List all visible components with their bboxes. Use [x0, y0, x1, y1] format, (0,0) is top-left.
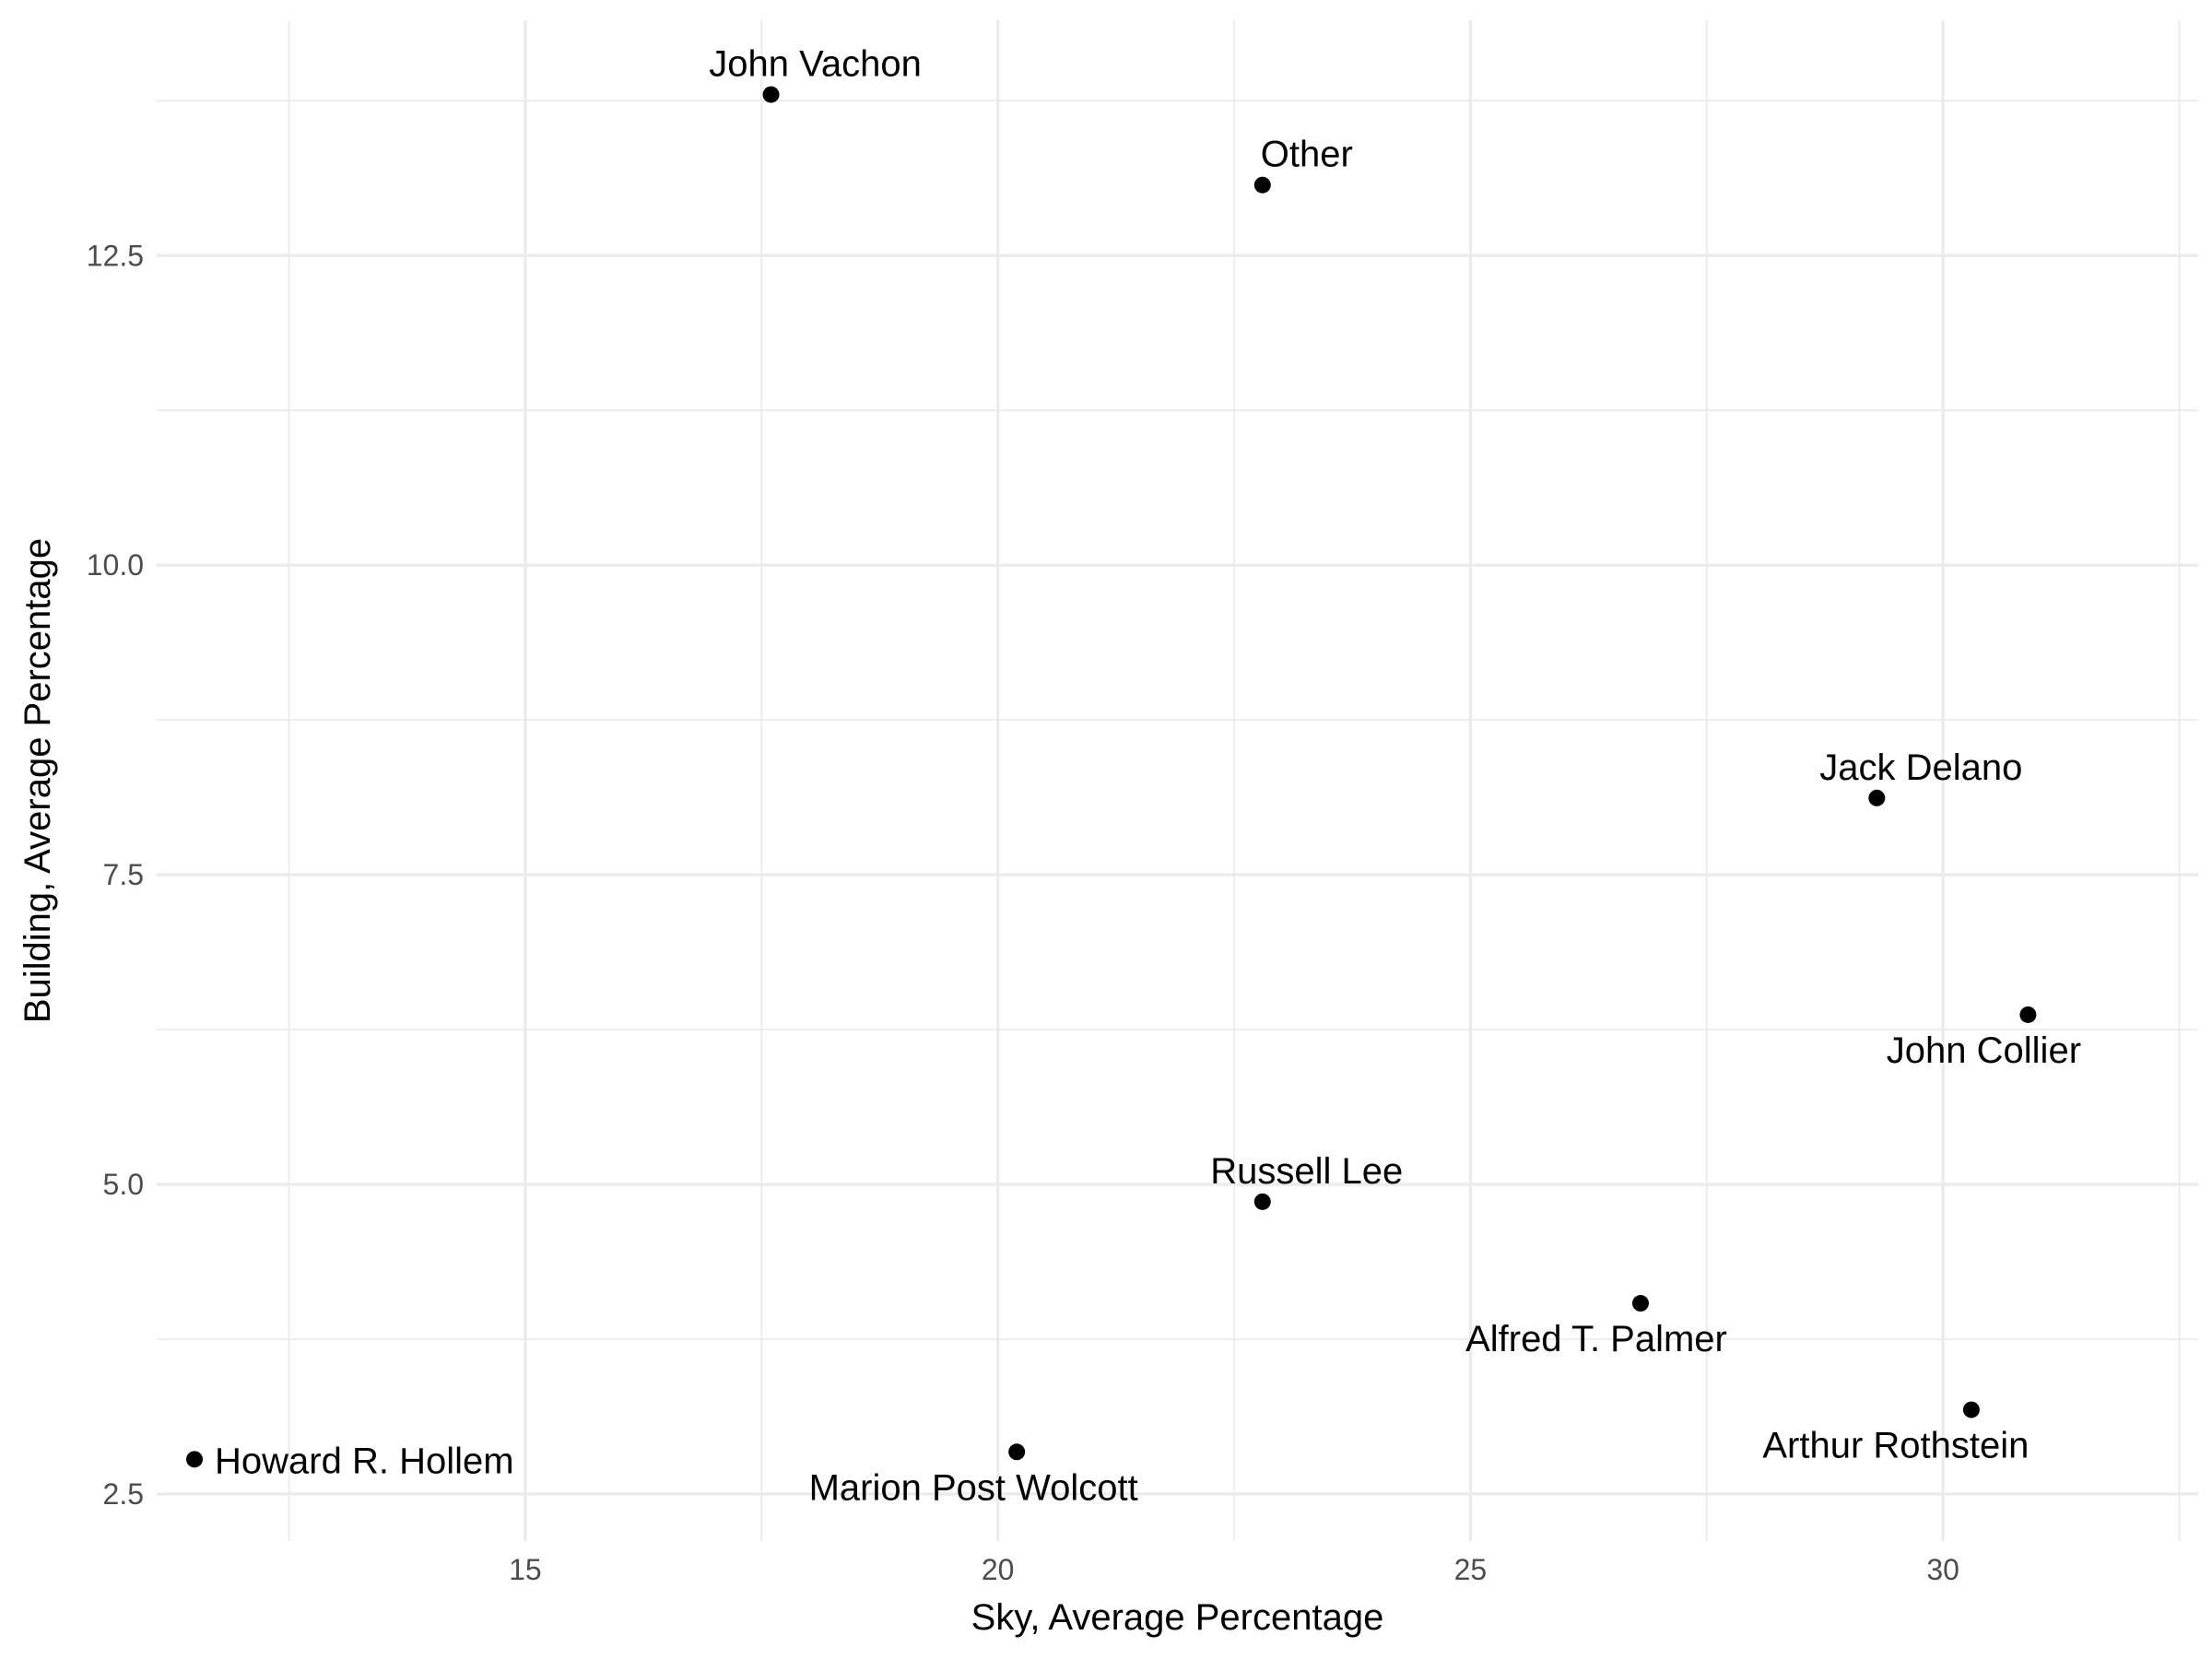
data-point — [186, 1451, 204, 1468]
x-tick-label: 20 — [982, 1553, 1015, 1586]
point-labels: John Vachon Other Jack Delano John Collier R… — [215, 44, 2081, 1509]
y-axis-ticks: 2.5 5.0 7.5 10.0 12.5 — [87, 239, 144, 1511]
data-point — [1868, 789, 1886, 806]
point-label: Howard R. Hollem — [215, 1441, 514, 1481]
y-tick-label: 2.5 — [103, 1477, 144, 1511]
data-point — [1631, 1295, 1649, 1312]
y-tick-label: 7.5 — [103, 858, 144, 891]
point-label: Jack Delano — [1819, 747, 2022, 788]
x-axis-title: Sky, Average Percentage — [971, 1597, 1384, 1638]
data-point — [1962, 1401, 1980, 1418]
x-tick-label: 15 — [509, 1553, 542, 1586]
point-label: Russell Lee — [1210, 1151, 1403, 1192]
x-tick-label: 30 — [1926, 1553, 1959, 1586]
point-label: John Collier — [1887, 1030, 2081, 1071]
x-axis-ticks: 15 20 25 30 — [509, 1553, 1959, 1586]
point-label: Marion Post Wolcott — [809, 1467, 1138, 1508]
data-point — [1008, 1443, 1026, 1461]
y-axis-title: Building, Average Percentage — [18, 538, 58, 1023]
point-label: John Vachon — [709, 44, 922, 85]
y-tick-label: 10.0 — [87, 548, 144, 582]
data-point — [1253, 1193, 1271, 1210]
grid — [157, 20, 2198, 1541]
point-label: Alfred T. Palmer — [1465, 1319, 1727, 1359]
data-points — [186, 86, 2037, 1468]
y-tick-label: 12.5 — [87, 239, 144, 272]
data-point — [1253, 176, 1271, 194]
point-label: Other — [1261, 135, 1353, 175]
data-point — [2019, 1006, 2037, 1023]
data-point — [762, 86, 780, 103]
x-tick-label: 25 — [1454, 1553, 1488, 1586]
y-tick-label: 5.0 — [103, 1168, 144, 1201]
point-label: Arthur Rothstein — [1762, 1426, 2029, 1466]
